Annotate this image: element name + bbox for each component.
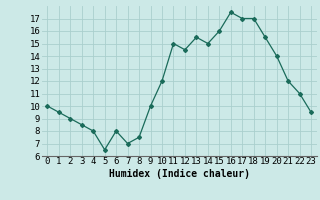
X-axis label: Humidex (Indice chaleur): Humidex (Indice chaleur) xyxy=(109,169,250,179)
